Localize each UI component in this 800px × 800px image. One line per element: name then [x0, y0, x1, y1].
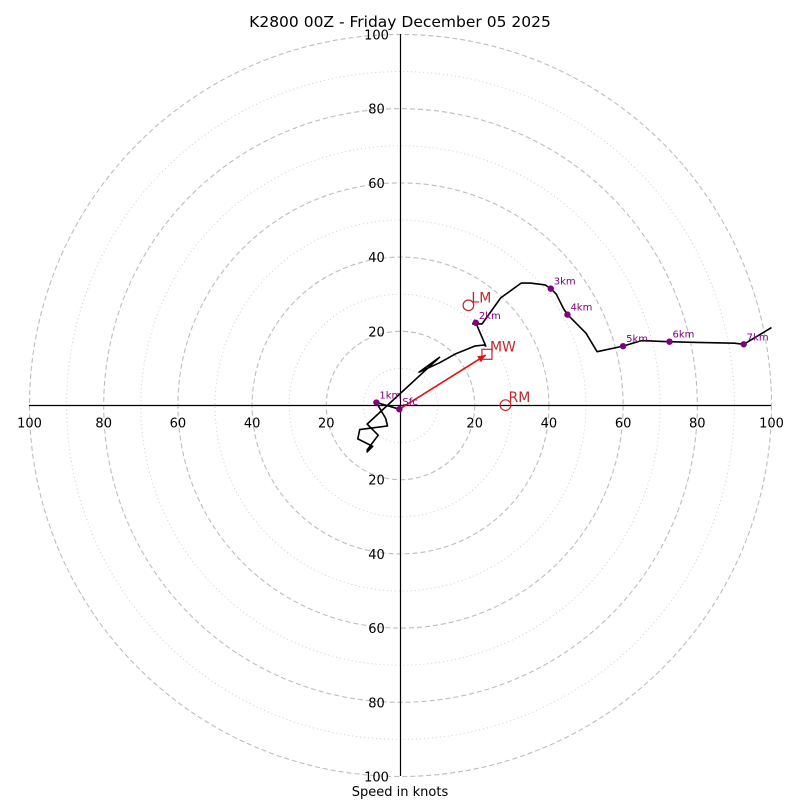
storm-motion-rm-label: RM [508, 390, 530, 406]
height-label-6km: 6km [672, 330, 694, 341]
height-marker-7km [740, 341, 747, 348]
y-tick-label: 40 [368, 548, 385, 563]
x-tick-label: 100 [759, 417, 784, 432]
height-marker-5km [619, 342, 627, 350]
storm-motion-lm-marker [462, 299, 475, 312]
x-tick-label: 100 [17, 417, 42, 432]
x-tick-label: 40 [541, 417, 558, 432]
height-label-1km: 1km [379, 391, 401, 402]
height-marker-sfc [396, 406, 403, 413]
y-tick-label: 40 [368, 251, 385, 266]
y-tick-label: 20 [368, 325, 385, 340]
x-tick-label: 60 [170, 417, 187, 432]
height-label-3km: 3km [554, 277, 576, 288]
x-tick-label: 20 [466, 417, 483, 432]
storm-motion-lm-label: LM [471, 290, 491, 306]
storm-motion-mw-marker [481, 348, 493, 360]
hodograph-trace [356, 282, 772, 453]
shear-vector [398, 354, 487, 410]
tick-labels: 100 80 60 40 20 20 40 60 80 100 100 80 60 40 20 20 40 60 8… [17, 29, 784, 786]
x-tick-label: 80 [95, 417, 112, 432]
y-tick-label: 60 [368, 177, 385, 192]
height-marker-1km [373, 399, 380, 406]
x-tick-label: 20 [318, 417, 335, 432]
y-tick-label: 80 [368, 103, 385, 118]
chart-title: K2800 00Z - Friday December 05 2025 [249, 13, 551, 31]
storm-motion-mw-label: MW [490, 339, 516, 355]
height-label-5km: 5km [626, 334, 648, 345]
axes [29, 34, 771, 776]
height-marker-3km [547, 285, 554, 292]
y-tick-label: 20 [368, 474, 385, 489]
storm-motion-markers: LM MW RM [462, 290, 530, 412]
x-tick-label: 80 [689, 417, 706, 432]
height-marker-4km [564, 311, 571, 318]
height-label-7km: 7km [747, 332, 769, 343]
height-label-4km: 4km [570, 303, 592, 314]
height-label-2km: 2km [479, 311, 501, 322]
x-tick-label: 40 [244, 417, 261, 432]
y-tick-label: 80 [368, 696, 385, 711]
x-tick-label: 60 [615, 417, 632, 432]
height-marker-6km [666, 338, 673, 345]
height-marker-2km [472, 319, 480, 326]
height-label-sfc: Sfc [402, 397, 417, 408]
y-tick-label: 100 [364, 771, 389, 786]
y-tick-label: 100 [364, 29, 389, 44]
storm-motion-rm-marker [499, 399, 512, 412]
y-tick-label: 60 [368, 622, 385, 637]
x-axis-label: Speed in knots [352, 785, 449, 800]
hodograph-trace-group [356, 282, 772, 453]
